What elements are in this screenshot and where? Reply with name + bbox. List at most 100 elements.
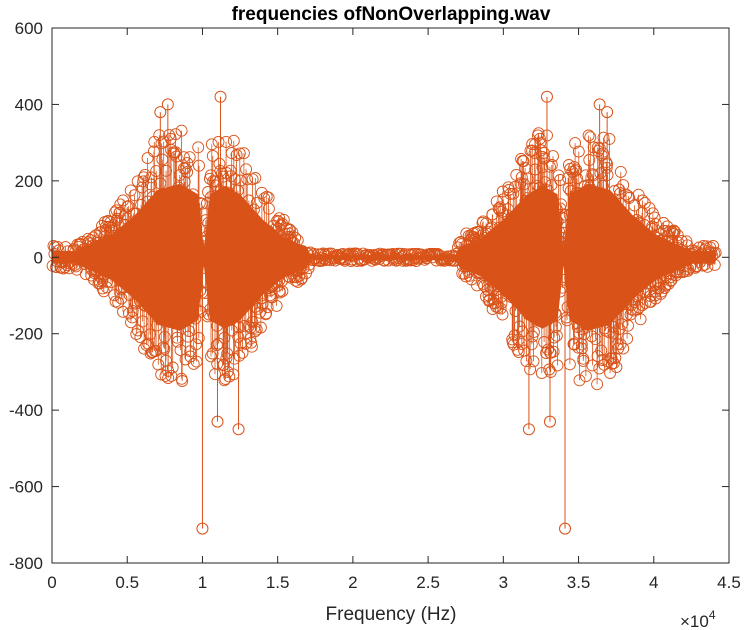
stem-marker (183, 325, 195, 338)
stem-marker (233, 147, 246, 160)
stem-marker (228, 173, 241, 186)
stem-marker (547, 150, 559, 163)
x-tick-label: 0 (47, 573, 56, 592)
outlier-marker (161, 98, 174, 111)
stem-marker (155, 198, 168, 211)
stem-marker (583, 154, 596, 166)
stem-marker (162, 309, 175, 321)
stem-marker (674, 266, 687, 279)
stem-marker (247, 212, 260, 225)
stem-marker (621, 332, 634, 345)
stem-marker (127, 207, 140, 220)
stem-marker (203, 308, 215, 321)
stem-marker (582, 129, 595, 142)
stem-marker (66, 257, 79, 270)
stem-marker (519, 194, 532, 207)
y-tick-label: -400 (9, 401, 43, 420)
stem-marker (496, 205, 508, 218)
stem-marker (249, 172, 262, 184)
stem-marker (610, 273, 623, 286)
stem-marker (532, 302, 544, 314)
stem-marker (362, 251, 374, 264)
stem-marker (255, 186, 268, 199)
stem-marker (614, 165, 627, 178)
stem-marker (144, 328, 156, 341)
stem-marker (137, 175, 150, 188)
stem-marker (183, 151, 196, 164)
stem-marker (99, 220, 112, 233)
stem-marker (169, 128, 182, 141)
stem-marker (527, 326, 540, 339)
stem-marker (52, 244, 65, 257)
stem-marker (563, 358, 576, 371)
stem-marker (179, 190, 192, 203)
stem-marker (242, 194, 255, 207)
stem-marker (108, 289, 121, 302)
stem-marker (129, 297, 142, 310)
stem-marker (176, 375, 189, 387)
stem-marker (608, 185, 621, 197)
stem-marker (220, 167, 233, 180)
stem-marker (633, 301, 646, 314)
x-tick-label: 2 (348, 573, 357, 592)
stem-marker (707, 240, 720, 252)
stem-marker (453, 237, 466, 250)
y-tick-label: 600 (15, 19, 43, 38)
stem-marker (276, 285, 289, 298)
stem-marker (174, 305, 187, 318)
stem-marker (181, 280, 194, 293)
stem-marker (195, 197, 208, 210)
stem-marker (706, 249, 719, 262)
stem-marker (136, 243, 149, 256)
stem-marker (513, 289, 526, 302)
stem-marker (662, 278, 675, 290)
stem-marker (518, 207, 531, 220)
x-tick-label: 2.5 (416, 573, 440, 592)
stem-marker (640, 283, 653, 296)
stem-marker (521, 172, 534, 185)
stem-marker (610, 361, 623, 374)
data-layer (46, 90, 722, 535)
stem-marker (132, 229, 145, 242)
stem-marker (295, 272, 308, 284)
stem-marker (134, 331, 147, 344)
stem-marker (577, 352, 590, 365)
outlier-marker (559, 522, 572, 535)
stem-marker (187, 357, 200, 370)
stem-marker (570, 163, 583, 176)
stem-marker (496, 308, 509, 321)
stem-marker (123, 307, 135, 320)
stem-marker (524, 363, 537, 376)
stem-marker (484, 222, 497, 235)
stem-marker (204, 303, 217, 316)
stem-marker (198, 247, 211, 260)
outlier-marker (196, 522, 209, 535)
stem-marker (517, 155, 530, 168)
y-tick-label: 0 (34, 248, 43, 267)
x-exponent-base: ×10 (680, 612, 709, 630)
stem-marker (135, 198, 148, 211)
stems-group (46, 124, 722, 391)
stem-marker (253, 306, 266, 319)
stem-marker (573, 327, 586, 340)
stem-marker (172, 297, 185, 310)
stem-marker (533, 315, 546, 328)
stem-marker (538, 152, 551, 165)
stem-marker (291, 234, 304, 247)
stem-marker (141, 152, 154, 165)
stem-marker (579, 169, 592, 182)
stem-marker (555, 211, 568, 224)
stem-marker (115, 292, 128, 305)
stem-marker (120, 263, 133, 276)
stem-marker (121, 200, 134, 213)
stem-marker (157, 192, 169, 205)
stem-marker (199, 214, 212, 227)
stem-marker (185, 225, 198, 238)
stem-marker (636, 194, 649, 207)
outlier-marker (211, 415, 224, 428)
stem-marker (217, 170, 230, 183)
stem-marker (632, 188, 645, 201)
stem-marker (607, 357, 620, 370)
stem-marker (543, 363, 556, 376)
stem-marker (498, 235, 511, 248)
